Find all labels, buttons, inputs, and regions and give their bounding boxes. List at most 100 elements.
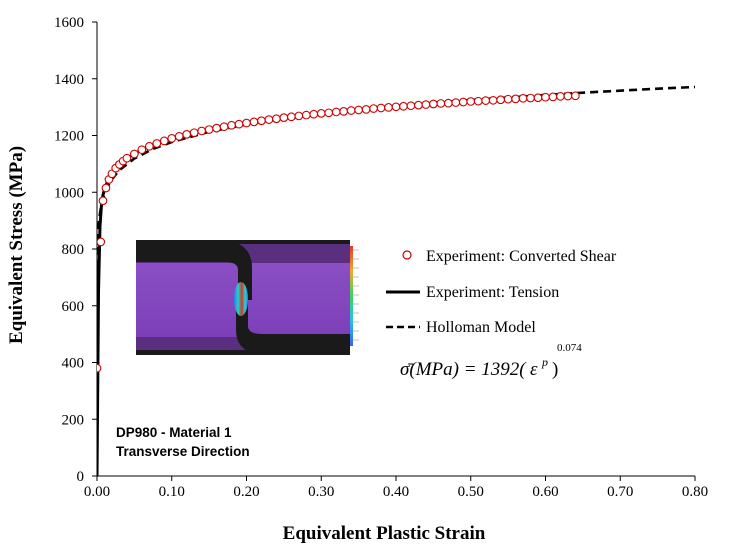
shear-data-point — [436, 99, 446, 108]
shear-data-point — [563, 91, 573, 101]
inset-simulation-image — [136, 240, 362, 355]
shear-data-point — [301, 110, 311, 120]
x-tick-label: 0.00 — [84, 484, 110, 500]
shear-data-point — [204, 125, 214, 134]
legend-label-shear: Experiment: Converted Shear — [426, 248, 617, 265]
shear-data-point — [294, 111, 304, 121]
shear-data-point — [227, 120, 236, 130]
shear-data-point — [144, 141, 154, 151]
equation-rparen: ) — [552, 359, 558, 380]
shear-data-point — [391, 102, 401, 112]
shear-data-point — [556, 91, 565, 101]
shear-data-point — [279, 113, 289, 122]
shear-data-point — [346, 106, 356, 115]
direction-label: Transverse Direction — [116, 444, 250, 459]
shear-data-point — [272, 114, 281, 124]
shear-data-point — [167, 133, 177, 143]
y-tick-label: 1000 — [54, 185, 84, 201]
shear-data-point — [376, 103, 386, 113]
shear-data-point — [101, 183, 111, 193]
y-axis-title: Equivalent Stress (MPa) — [6, 146, 27, 344]
y-tick-label: 600 — [62, 299, 85, 315]
x-tick-label: 0.70 — [607, 484, 633, 500]
shear-data-point — [130, 149, 139, 159]
shear-data-point — [98, 196, 108, 206]
y-tick-label: 0 — [77, 469, 85, 485]
x-tick-label: 0.30 — [308, 484, 334, 500]
equation-exponent: 0.074 — [557, 342, 582, 354]
shear-data-point — [533, 93, 543, 103]
equation-lhs: σ̄(MPa) = 1392( — [400, 359, 527, 380]
plot-area — [97, 85, 695, 476]
shear-data-point — [324, 108, 334, 118]
shear-data-point — [496, 95, 506, 105]
legend-label-model: Holloman Model — [426, 319, 536, 336]
shear-data-point — [361, 105, 371, 114]
shear-data-point — [97, 363, 102, 373]
equation-strain-sup: p — [541, 355, 548, 369]
x-tick-label: 0.10 — [159, 484, 185, 500]
shear-data-point — [122, 153, 132, 163]
x-tick-label: 0.20 — [233, 484, 259, 500]
shear-data-point — [309, 109, 319, 119]
x-tick-label: 0.40 — [383, 484, 409, 500]
shear-data-point — [331, 107, 341, 117]
shear-data-point — [406, 101, 416, 111]
shear-data-point — [421, 100, 431, 109]
x-tick-label: 0.80 — [682, 484, 708, 500]
shear-data-point — [399, 101, 408, 111]
x-axis-title: Equivalent Plastic Strain — [283, 523, 486, 544]
y-tick-label: 1600 — [54, 15, 84, 31]
shear-data-point — [429, 99, 438, 109]
material-label: DP980 - Material 1 — [116, 425, 232, 440]
shear-data-point — [384, 103, 393, 112]
shear-data-point — [182, 130, 192, 139]
shear-data-point — [488, 95, 498, 105]
y-tick-label: 800 — [62, 242, 85, 258]
shear-data-point — [451, 98, 461, 107]
shear-data-point — [152, 139, 162, 148]
shear-data-point — [541, 92, 550, 102]
shear-data-point — [458, 97, 468, 107]
shear-data-point — [316, 109, 326, 118]
shear-data-point — [414, 100, 423, 110]
shear-data-point — [466, 97, 476, 106]
y-tick-label: 200 — [62, 412, 85, 428]
shear-data-point — [257, 116, 266, 126]
shear-data-point — [197, 126, 206, 136]
shear-data-point — [234, 119, 244, 129]
shear-data-point — [503, 94, 513, 104]
y-tick-label: 1400 — [54, 72, 84, 88]
shear-data-point — [339, 107, 349, 116]
shear-data-point — [219, 122, 229, 132]
shear-data-point — [473, 96, 483, 106]
shear-data-point — [159, 136, 169, 146]
shear-data-point — [212, 123, 221, 133]
tick-labels: 0.00 0.10 0.20 0.30 0.40 0.50 0.60 0.70 0.80 0 200… — [54, 15, 708, 500]
shear-data-point — [548, 92, 558, 102]
shear-data-point — [174, 132, 184, 141]
shear-data-point — [264, 115, 274, 124]
legend-marker-shear — [402, 250, 412, 260]
shear-data-point — [287, 112, 296, 122]
shear-data-point — [189, 128, 199, 138]
shear-data-point — [518, 93, 528, 103]
y-tick-label: 400 — [62, 356, 85, 372]
shear-data-point — [526, 93, 535, 103]
legend-label-tension: Experiment: Tension — [426, 284, 559, 301]
legend: Experiment: Converted Shear Experiment: … — [386, 248, 617, 336]
x-tick-label: 0.60 — [532, 484, 558, 500]
shear-data-point — [137, 145, 147, 155]
shear-data-point — [354, 105, 363, 115]
x-tick-label: 0.50 — [458, 484, 484, 500]
shear-data-point — [249, 117, 259, 127]
shear-data-point — [369, 104, 378, 113]
equation-strain: ε — [530, 359, 538, 380]
shear-data-point — [443, 98, 453, 108]
shear-data-point — [242, 118, 251, 128]
shear-data-point — [481, 96, 491, 105]
holloman-equation: σ̄(MPa) = 1392( ε p ) 0.074 — [400, 342, 582, 380]
shear-data-point — [571, 91, 580, 101]
shear-data-point — [511, 94, 520, 104]
